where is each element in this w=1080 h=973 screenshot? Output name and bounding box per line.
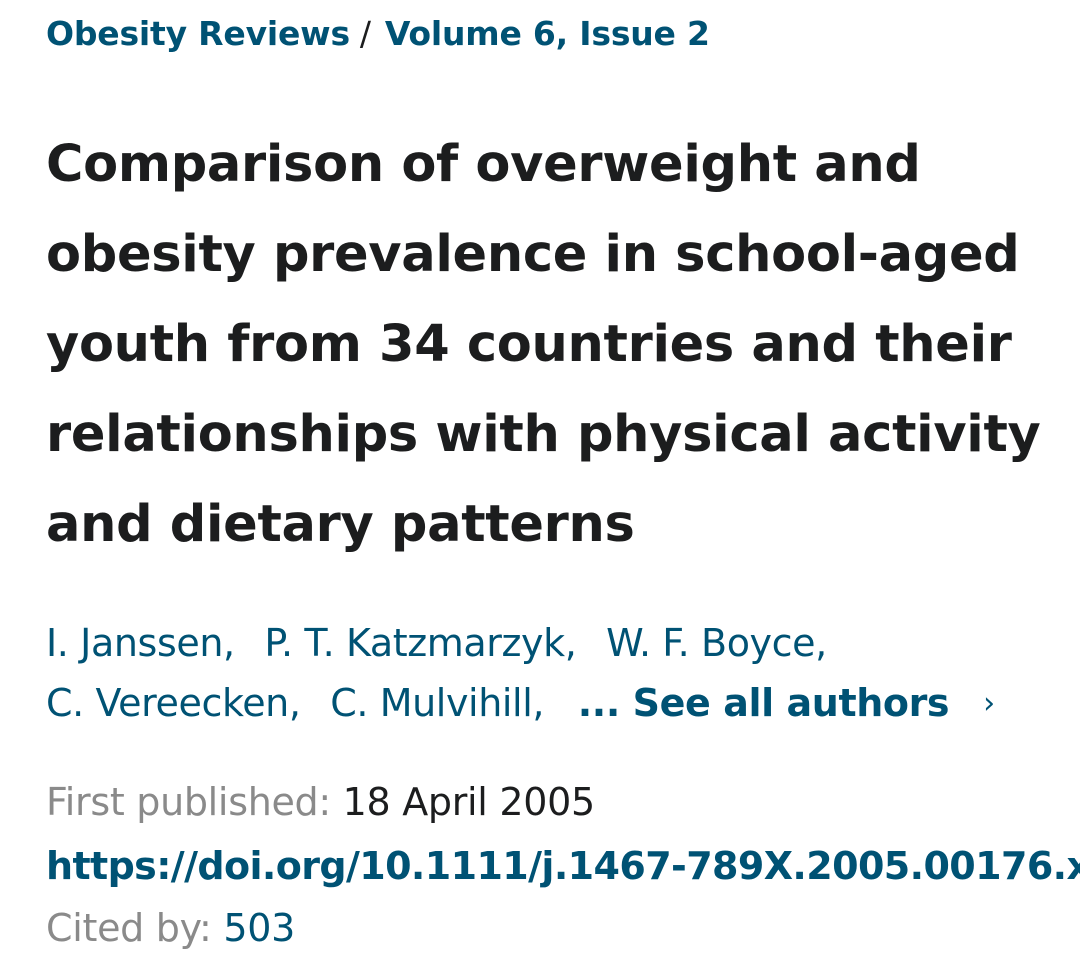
author-separator: , — [223, 621, 235, 665]
breadcrumb: Obesity Reviews / Volume 6, Issue 2 — [46, 10, 710, 58]
author-link[interactable]: W. F. Boyce — [606, 621, 816, 665]
author-link[interactable]: P. T. Katzmarzyk — [264, 621, 565, 665]
doi-row: https://doi.org/10.1111/j.1467-789X.2005… — [46, 836, 1080, 896]
cited-by-label: Cited by: — [46, 906, 212, 950]
author-separator: , — [564, 621, 577, 665]
doi-link[interactable]: https://doi.org/10.1111/j.1467-789X.2005… — [46, 844, 1080, 888]
cited-by-count-link[interactable]: 503 — [223, 906, 295, 950]
author-link[interactable]: C. Mulvihill — [330, 681, 533, 725]
author-separator: , — [288, 681, 301, 725]
first-published-date: 18 April 2005 — [342, 780, 595, 824]
chevron-right-icon: › — [983, 686, 995, 721]
breadcrumb-separator: / — [359, 14, 371, 53]
article-title: Comparison of overweight and obesity pre… — [46, 135, 1041, 554]
see-all-authors-label: ... See all authors — [577, 681, 950, 725]
cited-by: Cited by: 503 — [46, 898, 295, 958]
author-separator: , — [815, 621, 827, 665]
author-list: I. Janssen, P. T. Katzmarzyk, W. F. Boyc… — [46, 613, 1056, 737]
see-all-authors-button[interactable]: ... See all authors › — [578, 681, 995, 725]
author-link[interactable]: I. Janssen — [46, 621, 224, 665]
author-link[interactable]: C. Vereecken — [46, 681, 289, 725]
first-published-label: First published: — [46, 780, 331, 824]
breadcrumb-issue-link[interactable]: Volume 6, Issue 2 — [384, 14, 710, 53]
author-separator: , — [532, 681, 545, 725]
breadcrumb-journal-link[interactable]: Obesity Reviews — [46, 14, 350, 53]
first-published: First published: 18 April 2005 — [46, 772, 595, 832]
